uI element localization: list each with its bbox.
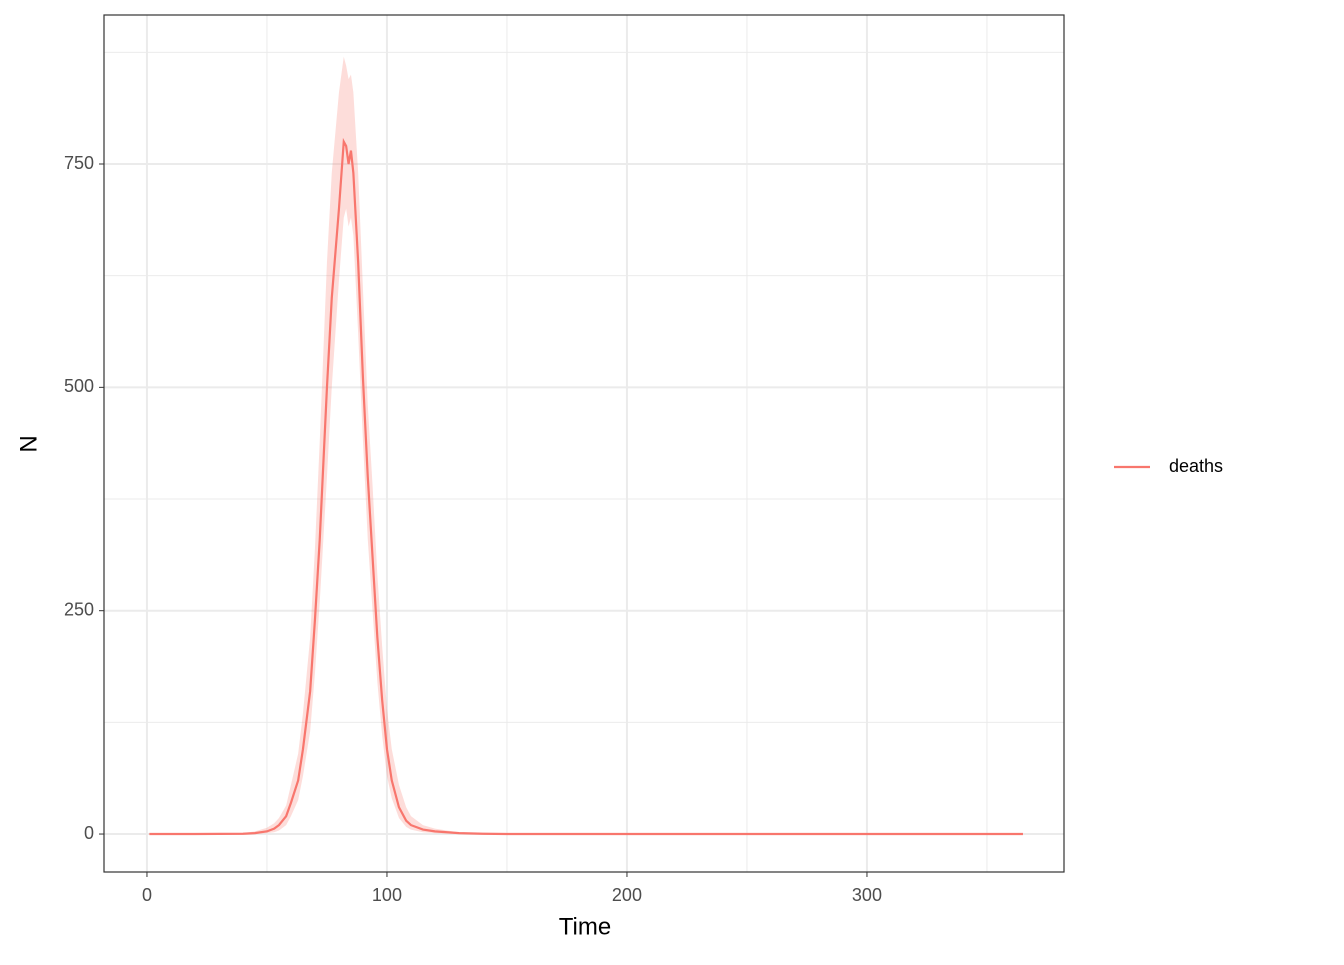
y-tick-label: 750 bbox=[64, 153, 94, 173]
y-axis-title: N bbox=[15, 435, 42, 452]
x-tick-label: 100 bbox=[372, 885, 402, 905]
panel-background bbox=[104, 15, 1064, 872]
x-tick-label: 0 bbox=[142, 885, 152, 905]
y-tick-label: 0 bbox=[84, 823, 94, 843]
x-axis-title: Time bbox=[559, 913, 611, 940]
y-tick-label: 250 bbox=[64, 599, 94, 619]
x-tick-label: 300 bbox=[852, 885, 882, 905]
panel-border bbox=[103, 14, 1065, 873]
legend-label: deaths bbox=[1169, 456, 1223, 476]
line bbox=[149, 137, 1023, 836]
x-tick-label: 200 bbox=[612, 885, 642, 905]
y-tick-label: 500 bbox=[64, 376, 94, 396]
